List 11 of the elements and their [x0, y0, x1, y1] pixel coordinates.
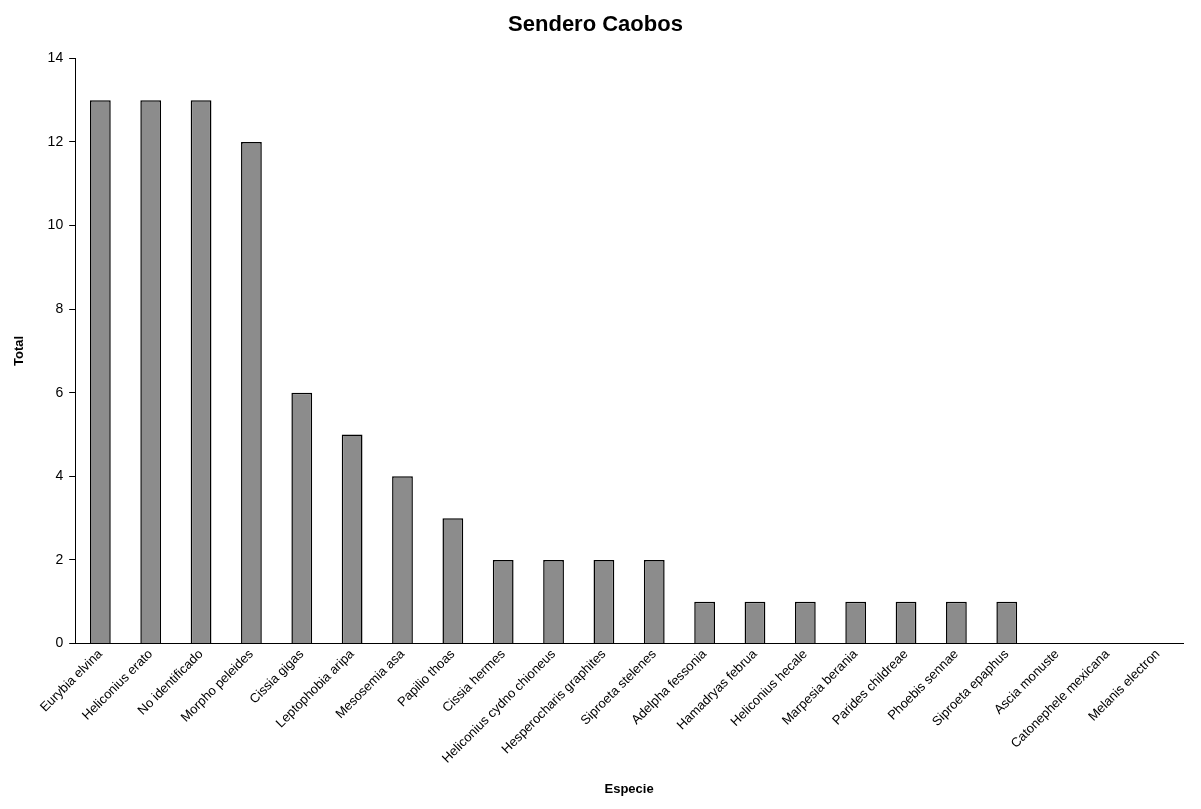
y-tick-label: 6: [55, 383, 64, 400]
y-tick-label: 0: [55, 634, 64, 651]
y-tick-label: 12: [47, 132, 64, 149]
x-axis-title: Especie: [604, 780, 654, 796]
y-tick-label: 8: [55, 300, 64, 317]
y-tick-label: 4: [55, 467, 64, 484]
y-tick-label: 2: [55, 550, 64, 567]
y-axis-title: Total: [11, 335, 27, 367]
y-tick-label: 14: [47, 49, 64, 66]
y-tick-label: 10: [47, 216, 64, 233]
chart-title: Sendero Caobos: [508, 11, 683, 37]
